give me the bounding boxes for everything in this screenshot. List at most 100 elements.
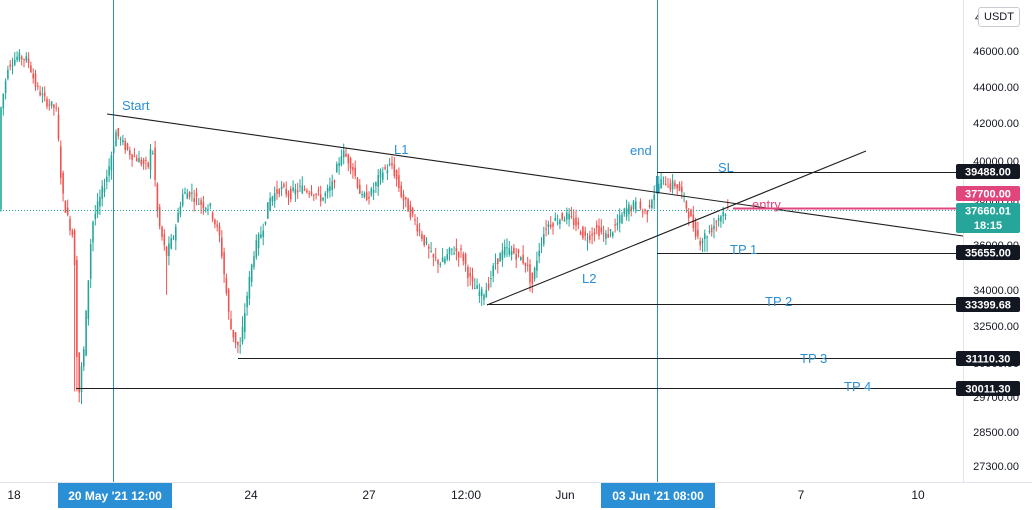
candle-body[interactable] bbox=[487, 283, 490, 289]
candle-body[interactable] bbox=[641, 211, 644, 213]
candle-body[interactable] bbox=[319, 194, 322, 202]
candle-body[interactable] bbox=[632, 201, 635, 210]
candle-body[interactable] bbox=[517, 249, 520, 253]
tp2-label[interactable]: TP 2 bbox=[765, 294, 792, 309]
candle-body[interactable] bbox=[715, 221, 718, 223]
candle-body[interactable] bbox=[393, 164, 396, 176]
candle-body[interactable] bbox=[331, 181, 333, 190]
candle-body[interactable] bbox=[655, 184, 658, 187]
candle-body[interactable] bbox=[32, 73, 34, 79]
candle-body[interactable] bbox=[356, 178, 359, 188]
candle-body[interactable] bbox=[290, 188, 292, 200]
candle-body[interactable] bbox=[379, 170, 382, 178]
candle-body[interactable] bbox=[365, 192, 368, 201]
candle-body[interactable] bbox=[152, 153, 154, 155]
candle-body[interactable] bbox=[191, 192, 193, 194]
candle-body[interactable] bbox=[195, 193, 198, 197]
candle-body[interactable] bbox=[513, 247, 515, 254]
candle-body[interactable] bbox=[662, 176, 665, 178]
candle-body[interactable] bbox=[287, 193, 290, 197]
candle-body[interactable] bbox=[467, 267, 469, 279]
candle-body[interactable] bbox=[156, 183, 159, 211]
candle-body[interactable] bbox=[340, 156, 343, 166]
candle-body[interactable] bbox=[612, 232, 614, 236]
candle-body[interactable] bbox=[338, 163, 340, 167]
candle-body[interactable] bbox=[46, 99, 48, 107]
candle-body[interactable] bbox=[184, 192, 186, 194]
price-label-tag[interactable] bbox=[956, 381, 1020, 396]
candle-body[interactable] bbox=[434, 257, 437, 259]
candle-body[interactable] bbox=[437, 259, 439, 265]
candle-body[interactable] bbox=[407, 198, 409, 212]
candle-body[interactable] bbox=[575, 217, 577, 226]
candle-body[interactable] bbox=[239, 345, 241, 347]
candle-body[interactable] bbox=[520, 257, 522, 261]
candle-body[interactable] bbox=[273, 193, 276, 202]
tp1-label[interactable]: TP 1 bbox=[730, 242, 757, 257]
candle-body[interactable] bbox=[329, 186, 331, 191]
candle-body[interactable] bbox=[165, 246, 168, 256]
candle-body[interactable] bbox=[124, 140, 126, 151]
candle-body[interactable] bbox=[676, 184, 678, 189]
candle-body[interactable] bbox=[377, 174, 379, 187]
candle-body[interactable] bbox=[490, 278, 492, 280]
price-label-tag[interactable] bbox=[956, 351, 1020, 366]
candle-body[interactable] bbox=[361, 194, 363, 196]
trendline-l1[interactable] bbox=[106, 113, 964, 237]
candle-body[interactable] bbox=[48, 104, 51, 106]
candle-body[interactable] bbox=[122, 140, 124, 142]
candle-body[interactable] bbox=[704, 233, 706, 240]
candle-body[interactable] bbox=[246, 295, 248, 308]
candle-body[interactable] bbox=[618, 215, 621, 224]
candle-body[interactable] bbox=[57, 114, 60, 140]
candle-body[interactable] bbox=[283, 184, 285, 187]
candle-body[interactable] bbox=[78, 352, 80, 393]
candle-body[interactable] bbox=[483, 294, 485, 300]
candle-body[interactable] bbox=[372, 190, 375, 193]
candle-body[interactable] bbox=[216, 224, 218, 227]
candle-body[interactable] bbox=[303, 189, 306, 191]
price-label-tag[interactable] bbox=[956, 245, 1020, 260]
candle-body[interactable] bbox=[145, 159, 147, 161]
candle-body[interactable] bbox=[2, 93, 5, 109]
candle-body[interactable] bbox=[384, 167, 386, 169]
candle-body[interactable] bbox=[386, 170, 389, 174]
price-axis[interactable] bbox=[963, 0, 1032, 482]
candle-body[interactable] bbox=[18, 52, 21, 61]
price-label-tag[interactable] bbox=[956, 186, 1020, 201]
candle-body[interactable] bbox=[478, 291, 481, 297]
trendline-l2[interactable] bbox=[486, 150, 867, 306]
l2-label[interactable]: L2 bbox=[582, 271, 596, 286]
candle-body[interactable] bbox=[667, 186, 669, 188]
candle-body[interactable] bbox=[326, 187, 329, 193]
candle-body[interactable] bbox=[163, 234, 166, 246]
candle-body[interactable] bbox=[363, 193, 366, 198]
candle-body[interactable] bbox=[87, 280, 90, 320]
candle-body[interactable] bbox=[605, 233, 607, 239]
candle-body[interactable] bbox=[556, 222, 559, 224]
candle-body[interactable] bbox=[391, 162, 393, 166]
candle-body[interactable] bbox=[181, 194, 184, 206]
candle-body[interactable] bbox=[232, 329, 235, 338]
candle-body[interactable] bbox=[579, 231, 582, 235]
candle-body[interactable] bbox=[701, 240, 704, 244]
candle-body[interactable] bbox=[9, 64, 11, 67]
candle-body[interactable] bbox=[540, 244, 543, 246]
candle-body[interactable] bbox=[653, 194, 655, 201]
candle-body[interactable] bbox=[253, 256, 255, 268]
candle-body[interactable] bbox=[598, 225, 600, 236]
candle-body[interactable] bbox=[568, 213, 570, 220]
candle-body[interactable] bbox=[11, 65, 14, 67]
candle-body[interactable] bbox=[589, 235, 591, 240]
candle-body[interactable] bbox=[469, 272, 471, 277]
candle-body[interactable] bbox=[609, 229, 612, 232]
candle-body[interactable] bbox=[60, 146, 62, 179]
candle-body[interactable] bbox=[149, 149, 152, 170]
candle-body[interactable] bbox=[317, 190, 320, 192]
candle-body[interactable] bbox=[554, 218, 557, 221]
candle-body[interactable] bbox=[561, 213, 563, 220]
candle-body[interactable] bbox=[276, 189, 278, 194]
candle-body[interactable] bbox=[115, 132, 117, 147]
candle-body[interactable] bbox=[722, 212, 724, 217]
